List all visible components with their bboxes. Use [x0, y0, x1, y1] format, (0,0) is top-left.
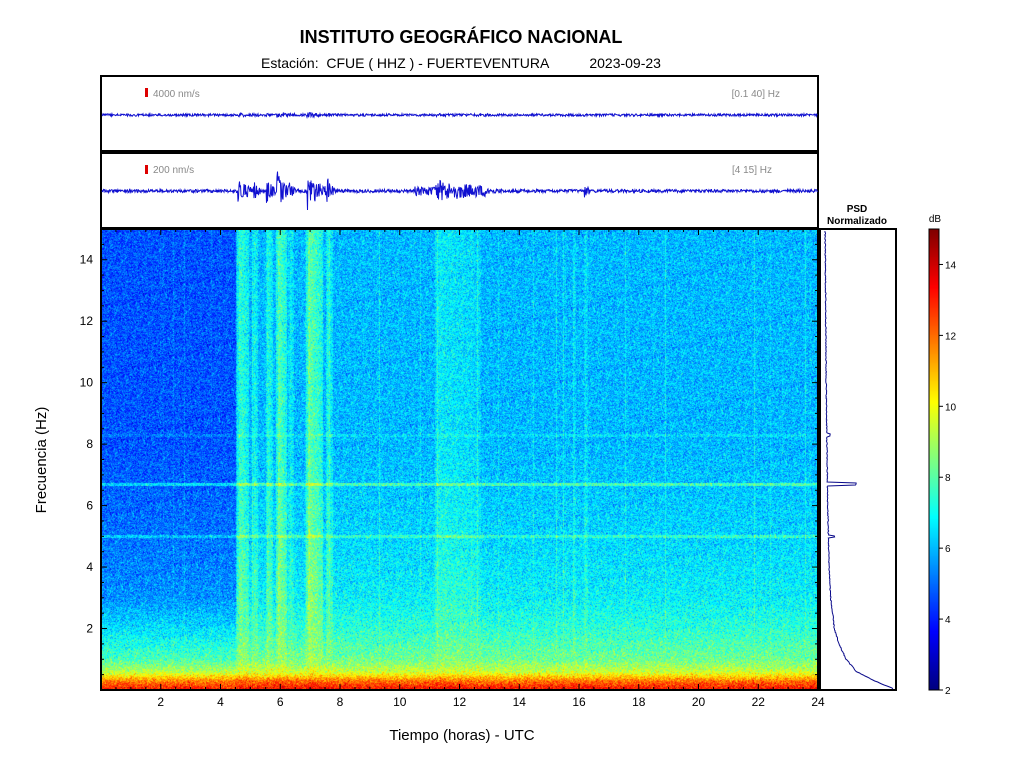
trace-panel-broadband: 4000 nm/s [0.1 40] Hz	[100, 75, 819, 152]
y-tick-label: 6	[86, 499, 93, 513]
x-tick-label: 8	[337, 695, 344, 709]
x-tick-label: 2	[157, 695, 164, 709]
x-tick-label: 20	[692, 695, 706, 709]
colorbar-tick-label: 10	[945, 402, 957, 413]
date-label: 2023-09-23	[589, 55, 661, 71]
y-tick-label: 8	[86, 437, 93, 451]
x-axis-label: Tiempo (horas) - UTC	[389, 727, 534, 744]
spectrogram-heatmap	[101, 229, 818, 690]
trace-scale-label: 4000 nm/s	[153, 89, 200, 100]
x-tick-label: 18	[632, 695, 646, 709]
page-title: INSTITUTO GEOGRÁFICO NACIONAL	[299, 27, 623, 47]
colorbar-tick-label: 12	[945, 331, 957, 342]
colorbar-tick-label: 4	[945, 615, 951, 626]
y-tick-label: 12	[80, 314, 94, 328]
scale-marker-icon	[145, 88, 148, 97]
station-subtitle: Estación: CFUE ( HHZ ) - FUERTEVENTURA 20…	[0, 55, 922, 71]
y-tick-label: 2	[86, 622, 93, 636]
x-tick-label: 14	[513, 695, 527, 709]
station-label: Estación: CFUE ( HHZ ) - FUERTEVENTURA	[261, 55, 550, 71]
colorbar-tick-label: 2	[945, 686, 951, 697]
psd-subtitle: Normalizado	[827, 216, 887, 227]
x-tick-label: 10	[393, 695, 407, 709]
colorbar-tick-label: 14	[945, 260, 957, 271]
y-tick-label: 10	[80, 376, 94, 390]
y-tick-label: 14	[80, 253, 94, 267]
colorbar-gradient	[929, 229, 939, 690]
scale-marker-icon	[145, 165, 148, 174]
psd-title: PSD	[847, 204, 868, 215]
psd-curve	[824, 230, 894, 690]
x-tick-label: 24	[811, 695, 825, 709]
colorbar: dB 2 4 6 8 10 12 14	[928, 214, 957, 697]
y-tick-label: 4	[86, 560, 93, 574]
y-axis-ticks: 2 4 6 8 10 12 14	[80, 228, 818, 676]
trace-band-label: [0.1 40] Hz	[732, 89, 780, 100]
x-tick-label: 6	[277, 695, 284, 709]
trace-broadband	[101, 111, 818, 119]
colorbar-unit: dB	[929, 214, 942, 225]
colorbar-ticks: 2 4 6 8 10 12 14	[939, 260, 957, 697]
x-axis-ticks: 2 4 6 8 10 12 14 16 18 20 22 24	[115, 229, 825, 709]
x-tick-label: 4	[217, 695, 224, 709]
trace-panel-filtered: 200 nm/s [4 15] Hz	[100, 152, 819, 229]
x-tick-label: 12	[453, 695, 467, 709]
colorbar-tick-label: 6	[945, 544, 951, 555]
trace-scale-label: 200 nm/s	[153, 165, 194, 176]
colorbar-tick-label: 8	[945, 473, 951, 484]
x-tick-label: 16	[572, 695, 586, 709]
trace-filtered	[101, 171, 818, 211]
y-axis-label: Frecuencia (Hz)	[33, 407, 50, 514]
trace-band-label: [4 15] Hz	[732, 165, 772, 176]
psd-panel: PSD Normalizado	[819, 204, 897, 691]
x-tick-label: 22	[752, 695, 766, 709]
